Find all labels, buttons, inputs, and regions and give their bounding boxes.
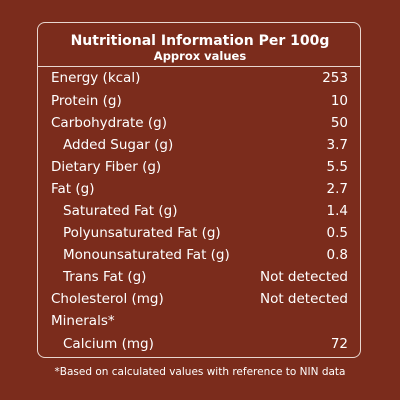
row-value: 50 bbox=[330, 115, 348, 131]
row-label: Energy (kcal) bbox=[51, 70, 141, 86]
row-label: Saturated Fat (g) bbox=[63, 203, 178, 219]
row: Calcium (mg) 72 bbox=[63, 334, 348, 354]
row-label: Fat (g) bbox=[51, 181, 95, 197]
footnote: *Based on calculated values with referen… bbox=[54, 366, 346, 378]
row-label: Monounsaturated Fat (g) bbox=[63, 247, 230, 263]
row: Protein (g) 10 bbox=[51, 91, 348, 111]
divider bbox=[37, 66, 361, 67]
row: Energy (kcal) 253 bbox=[51, 68, 348, 88]
row-label: Calcium (mg) bbox=[63, 336, 154, 352]
row: Trans Fat (g) Not detected bbox=[63, 267, 348, 287]
row: Carbohydrate (g) 50 bbox=[51, 113, 348, 133]
row-label: Polyunsaturated Fat (g) bbox=[63, 225, 221, 241]
row-value: 10 bbox=[330, 93, 348, 109]
row-label: Added Sugar (g) bbox=[63, 137, 174, 153]
row: Monounsaturated Fat (g) 0.8 bbox=[63, 245, 348, 265]
row-label: Protein (g) bbox=[51, 93, 122, 109]
row: Fat (g) 2.7 bbox=[51, 179, 348, 199]
row-value: 5.5 bbox=[326, 159, 348, 175]
row: Saturated Fat (g) 1.4 bbox=[63, 201, 348, 221]
row-value: 1.4 bbox=[326, 203, 348, 219]
row: Cholesterol (mg) Not detected bbox=[51, 289, 348, 309]
row-label: Dietary Fiber (g) bbox=[51, 159, 162, 175]
row-value: 0.5 bbox=[326, 225, 348, 241]
row-label: Minerals* bbox=[51, 313, 115, 329]
subtitle: Approx values bbox=[153, 49, 247, 63]
row-value: 0.8 bbox=[326, 247, 348, 263]
row: Minerals* bbox=[51, 311, 348, 331]
row-label: Carbohydrate (g) bbox=[51, 115, 168, 131]
row-value: Not detected bbox=[259, 269, 348, 285]
row: Dietary Fiber (g) 5.5 bbox=[51, 157, 348, 177]
row: Polyunsaturated Fat (g) 0.5 bbox=[63, 223, 348, 243]
row-value: 72 bbox=[330, 336, 348, 352]
row-value: 2.7 bbox=[326, 181, 348, 197]
row-label: Trans Fat (g) bbox=[63, 269, 147, 285]
row-value: Not detected bbox=[259, 291, 348, 307]
title: Nutritional Information Per 100g bbox=[70, 33, 330, 49]
row-value: 3.7 bbox=[326, 137, 348, 153]
label-frame bbox=[37, 22, 361, 358]
row-value: 253 bbox=[322, 70, 348, 86]
row: Added Sugar (g) 3.7 bbox=[63, 135, 348, 155]
row-label: Cholesterol (mg) bbox=[51, 291, 164, 307]
